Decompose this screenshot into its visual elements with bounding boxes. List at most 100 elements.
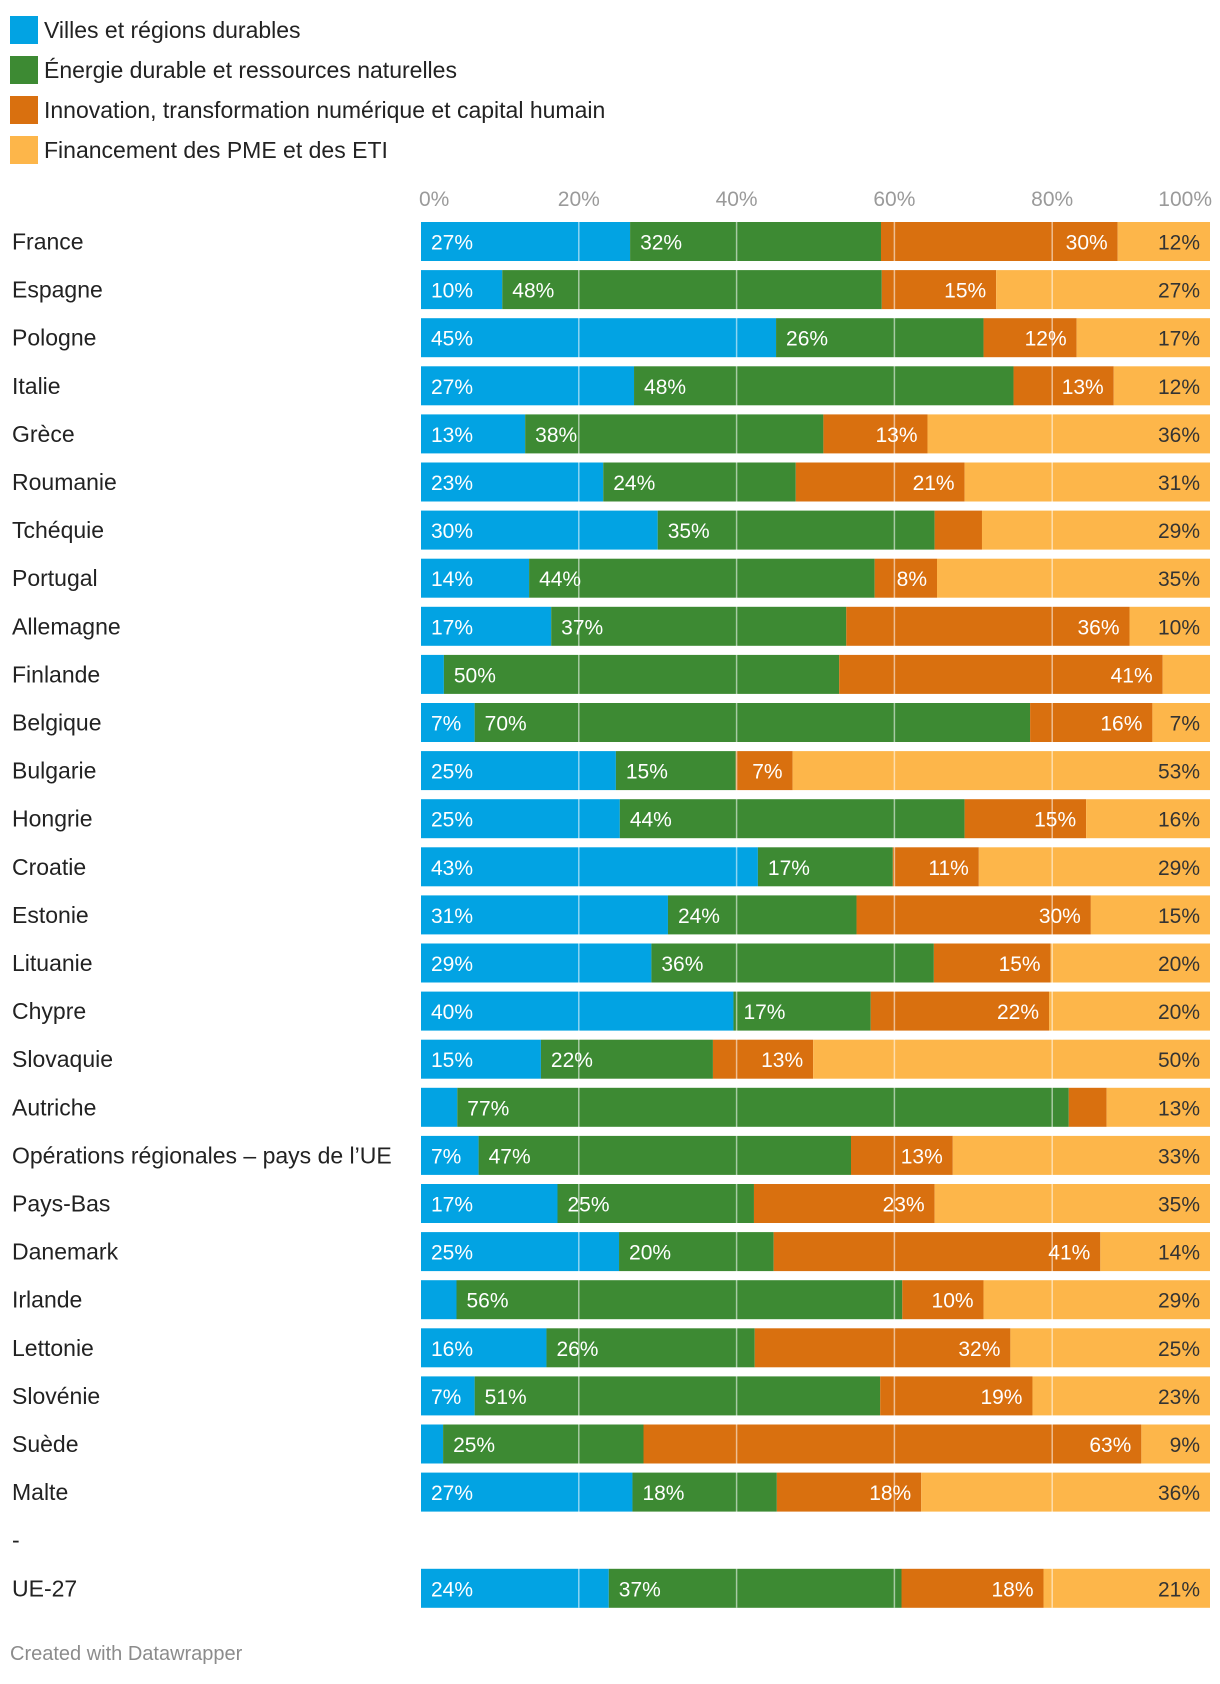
bar-data-label: 10% bbox=[932, 1290, 974, 1313]
bar-segment bbox=[874, 558, 938, 598]
bar-data-label: 18% bbox=[991, 1578, 1033, 1601]
bar-segment bbox=[1090, 895, 1210, 935]
bar-data-label: 32% bbox=[640, 232, 682, 255]
bar-segment bbox=[1030, 703, 1153, 742]
bar-data-label: 53% bbox=[1158, 761, 1200, 784]
bar-segment bbox=[421, 847, 758, 887]
legend-item-innovation: Innovation, transformation numérique et … bbox=[10, 90, 605, 130]
bar-data-label: 7% bbox=[431, 1145, 461, 1168]
row-label: Belgique bbox=[12, 710, 102, 736]
bar-segment bbox=[421, 606, 552, 646]
bar-segment bbox=[753, 1184, 935, 1223]
bar-segment bbox=[421, 318, 777, 358]
bar-segment bbox=[457, 1087, 1069, 1127]
bar-data-label: 15% bbox=[1034, 809, 1076, 832]
bar-segment bbox=[851, 1135, 953, 1175]
bar-data-label: 45% bbox=[431, 328, 473, 351]
x-axis-tick-label: 20% bbox=[558, 188, 600, 211]
bar-segment bbox=[934, 1184, 1210, 1223]
bar-segment bbox=[937, 558, 1210, 598]
bar-segment bbox=[502, 270, 882, 310]
bar-segment bbox=[619, 1232, 774, 1272]
bar-data-label: 31% bbox=[431, 905, 473, 928]
bar-data-label: 13% bbox=[901, 1145, 943, 1168]
bar-segment bbox=[421, 799, 620, 839]
bar-data-label: 44% bbox=[539, 568, 581, 591]
x-axis-tick-label: 0% bbox=[419, 188, 449, 211]
bar-segment bbox=[456, 1280, 903, 1320]
row-label: Estonie bbox=[12, 902, 89, 928]
bar-data-label: 50% bbox=[454, 664, 496, 687]
bar-segment bbox=[421, 1328, 547, 1368]
bar-segment bbox=[421, 751, 616, 791]
bar-segment bbox=[421, 414, 526, 454]
bar-data-label: 17% bbox=[1158, 328, 1200, 351]
bar-segment bbox=[813, 1039, 1210, 1079]
bar-data-label: 9% bbox=[1170, 1434, 1200, 1457]
bar-segment bbox=[421, 462, 604, 502]
x-axis-tick-label: 40% bbox=[716, 188, 758, 211]
bar-data-label: 20% bbox=[629, 1242, 671, 1265]
bar-data-label: 24% bbox=[678, 905, 720, 928]
bar-segment bbox=[870, 991, 1050, 1031]
bar-data-label: 24% bbox=[613, 472, 655, 495]
bar-segment bbox=[525, 414, 824, 454]
bar-data-label: 25% bbox=[567, 1194, 609, 1217]
x-axis-tick-label: 60% bbox=[873, 188, 915, 211]
bar-segment bbox=[795, 462, 965, 502]
bar-segment bbox=[776, 1472, 922, 1512]
legend-item-villes: Villes et régions durables bbox=[10, 10, 605, 50]
row-label: Chypre bbox=[12, 998, 86, 1024]
bar-data-label: 16% bbox=[1158, 809, 1200, 832]
bar-segment bbox=[983, 318, 1077, 358]
bar-segment bbox=[421, 1280, 457, 1320]
bar-data-label: 47% bbox=[489, 1145, 531, 1168]
bar-segment bbox=[983, 1280, 1210, 1320]
bar-segment bbox=[1013, 366, 1114, 406]
bar-data-label: 14% bbox=[431, 568, 473, 591]
bar-data-label: 23% bbox=[431, 472, 473, 495]
bar-data-label: 12% bbox=[1158, 232, 1200, 255]
bar-segment bbox=[421, 222, 631, 261]
bar-data-label: 29% bbox=[1158, 857, 1200, 880]
bar-segment bbox=[792, 751, 1210, 791]
bar-data-label: 29% bbox=[431, 953, 473, 976]
bar-data-label: 30% bbox=[431, 520, 473, 543]
bar-segment bbox=[421, 1087, 458, 1127]
bar-segment bbox=[1117, 222, 1210, 261]
bar-segment bbox=[933, 943, 1051, 983]
bar-data-label: 16% bbox=[1100, 713, 1142, 736]
bar-data-label: 63% bbox=[1089, 1434, 1131, 1457]
bar-segment bbox=[551, 606, 847, 646]
bar-segment bbox=[712, 1039, 814, 1079]
footer-credit: Created with Datawrapper bbox=[10, 1643, 243, 1665]
bar-data-label: 13% bbox=[876, 424, 918, 447]
bar-segment bbox=[421, 510, 658, 550]
bar-data-label: 50% bbox=[1158, 1049, 1200, 1072]
row-label: Pays-Bas bbox=[12, 1191, 110, 1217]
bar-data-label: 17% bbox=[431, 1194, 473, 1217]
bar-data-label: 23% bbox=[883, 1194, 925, 1217]
bar-data-label: 7% bbox=[431, 1386, 461, 1409]
bar-segment bbox=[901, 1568, 1044, 1608]
bar-segment bbox=[1129, 606, 1210, 646]
bar-data-label: 36% bbox=[1158, 424, 1200, 447]
bar-data-label: 17% bbox=[768, 857, 810, 880]
bar-data-label: 20% bbox=[1158, 953, 1200, 976]
bar-segment bbox=[952, 1135, 1210, 1175]
bar-data-label: 13% bbox=[1062, 376, 1104, 399]
grid-layer bbox=[578, 214, 1053, 1608]
bar-segment bbox=[474, 1376, 881, 1416]
bar-segment bbox=[1141, 1424, 1210, 1464]
bar-segment bbox=[1043, 1568, 1210, 1608]
bar-data-label: 15% bbox=[944, 280, 986, 303]
row-label: France bbox=[12, 229, 84, 255]
legend-label-energie: Énergie durable et ressources naturelles bbox=[44, 56, 457, 83]
bar-data-label: 36% bbox=[1077, 616, 1119, 639]
bar-segment bbox=[619, 799, 965, 839]
x-axis-tick-label: 100% bbox=[1158, 188, 1212, 211]
bar-segment bbox=[1032, 1376, 1210, 1416]
bar-segment bbox=[608, 1568, 902, 1608]
bar-data-label: 25% bbox=[1158, 1338, 1200, 1361]
bar-segment bbox=[667, 895, 857, 935]
